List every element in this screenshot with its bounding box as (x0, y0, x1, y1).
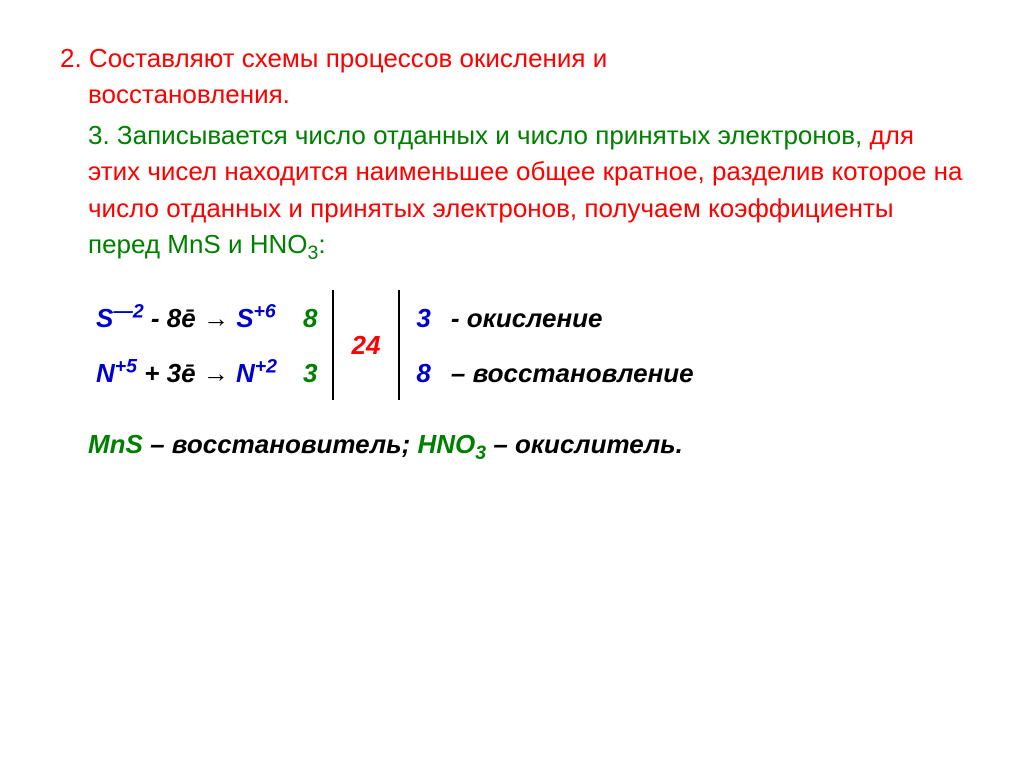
oxidizer-formula: HNO3 (417, 429, 486, 459)
oxidizer-text: – окислитель. (486, 429, 683, 459)
conclusion-line: MnS – восстановитель; HNO3 – окислитель. (60, 426, 964, 462)
ox-elem1: S—2 (96, 303, 144, 333)
red-label: восстановление (473, 358, 694, 388)
red-coef: 8 (404, 345, 442, 400)
ox-elem2: S+6 (236, 303, 276, 333)
balance-row-oxidation: S—2 - 8ē → S+6 8 24 3 - окисление (88, 290, 702, 345)
step3-green1: Записывается число отданных и число прин… (117, 120, 862, 150)
ox-label: окисление (467, 303, 603, 333)
step3-green2: перед MnS и HNO3: (88, 229, 326, 259)
ox-coef: 3 (404, 290, 442, 345)
divider-2 (398, 290, 400, 400)
step2-line2: восстановления. (60, 76, 964, 112)
ox-dash: - (451, 303, 467, 333)
step3-green2-end: : (318, 229, 325, 259)
red-elem1: N+5 (96, 358, 137, 388)
step3-paragraph: 3. Записывается число отданных и число п… (60, 117, 964, 263)
step3-green2-sub: 3 (308, 242, 319, 264)
red-dash: – (451, 358, 473, 388)
red-elem2: N+2 (236, 358, 277, 388)
reducer-formula: MnS (88, 429, 143, 459)
balance-table: S—2 - 8ē → S+6 8 24 3 - окисление N+5 + … (88, 290, 702, 400)
step3-num: 3. (88, 120, 110, 150)
ox-label-cell: - окисление (443, 290, 702, 345)
divider-1 (332, 290, 334, 400)
ox-electrons: 8 (285, 290, 327, 345)
red-electrons: 3 (285, 345, 327, 400)
ox-op: - 8ē → (144, 303, 236, 333)
electron-balance: S—2 - 8ē → S+6 8 24 3 - окисление N+5 + … (60, 290, 964, 400)
step2-title: 2. Составляют схемы процессов окисления … (60, 40, 964, 113)
lcm-value: 24 (338, 290, 395, 400)
red-op: + 3ē → (137, 358, 236, 388)
step2-line1: Составляют схемы процессов окисления и (89, 43, 607, 73)
step2-num: 2. (60, 43, 82, 73)
step3-green2-text: перед MnS и HNO (88, 229, 308, 259)
slide-content: 2. Составляют схемы процессов окисления … (0, 0, 1024, 767)
red-label-cell: – восстановление (443, 345, 702, 400)
reducer-text: – восстановитель; (143, 429, 418, 459)
